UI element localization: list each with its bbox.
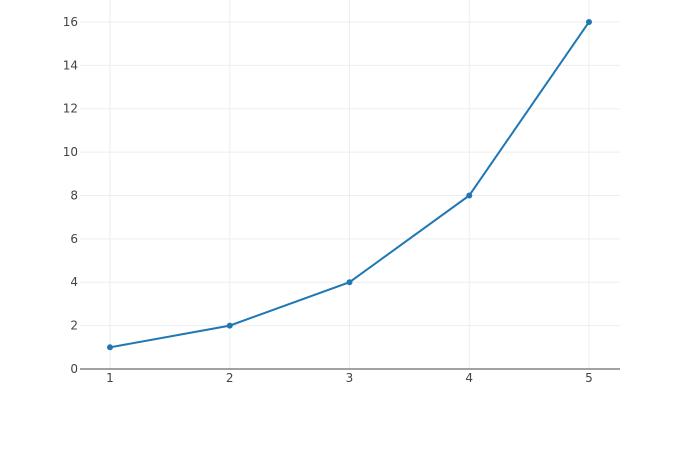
y-tick-label: 14 [63, 58, 78, 72]
y-tick-label: 10 [63, 145, 78, 159]
y-tick-label: 6 [70, 232, 78, 246]
y-tick-label: 8 [70, 188, 78, 202]
x-tick-label: 5 [585, 371, 593, 385]
data-point [586, 18, 592, 25]
data-point [466, 192, 473, 199]
y-tick-label: 4 [70, 275, 78, 289]
data-point [346, 279, 353, 286]
x-tick-label: 4 [465, 371, 473, 385]
x-tick-label: 3 [346, 371, 354, 385]
x-tick-label: 1 [106, 371, 114, 385]
data-point [226, 322, 233, 329]
y-tick-label: 12 [63, 102, 78, 116]
y-tick-label: 2 [70, 319, 78, 333]
data-point [107, 344, 113, 351]
y-tick-label: 0 [70, 362, 78, 376]
x-tick-label: 2 [226, 371, 234, 385]
y-tick-label: 16 [63, 15, 78, 29]
